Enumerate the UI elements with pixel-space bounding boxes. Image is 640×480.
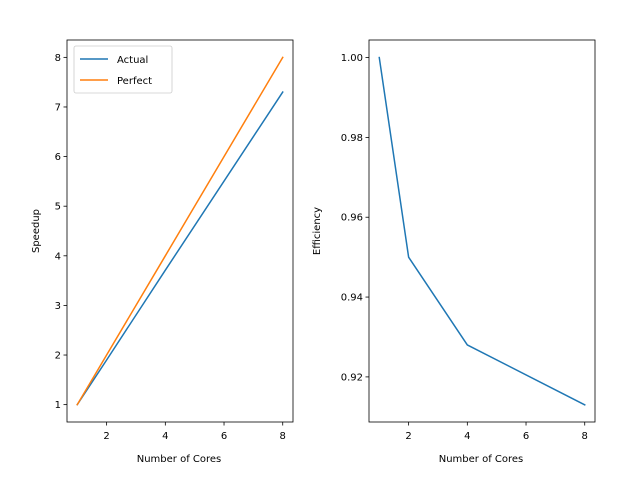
- speedup-series-line-perfect: [76, 56, 284, 406]
- speedup-ticks: 2 4 6 8 1 2 3 4 5 6 7 8: [55, 53, 286, 442]
- legend-box: [73, 45, 173, 94]
- efficiency-x-tick-label: 6: [523, 431, 529, 442]
- efficiency-lines: [378, 56, 586, 406]
- legend-label-actual: Actual: [117, 55, 148, 66]
- speedup-y-tick-label: 2: [55, 351, 61, 362]
- efficiency-x-tick-label: 8: [582, 431, 588, 442]
- efficiency-y-tick-label: 0.98: [341, 133, 363, 144]
- legend: Actual Perfect: [73, 45, 173, 94]
- speedup-y-tick-label: 5: [55, 202, 61, 213]
- speedup-y-tick-label: 4: [55, 251, 61, 262]
- speedup-series-line-actual: [76, 91, 284, 406]
- efficiency-y-tick-label: 0.92: [341, 372, 363, 383]
- speedup-y-tick-label: 7: [55, 102, 61, 113]
- efficiency-y-axis-label: Efficiency: [312, 207, 323, 255]
- speedup-y-axis-label: Speedup: [31, 209, 42, 253]
- efficiency-ticks: 2 4 6 8 0.92 0.94 0.96 0.98 1.00: [341, 53, 588, 442]
- efficiency-series-line-efficiency: [378, 56, 586, 406]
- speedup-x-tick-label: 4: [162, 431, 168, 442]
- speedup-x-tick-label: 8: [280, 431, 286, 442]
- efficiency-x-tick-label: 4: [464, 431, 470, 442]
- efficiency-x-tick-label: 2: [405, 431, 411, 442]
- speedup-x-axis-label: Number of Cores: [137, 454, 222, 465]
- speedup-x-tick-label: 2: [103, 431, 109, 442]
- speedup-y-tick-label: 8: [55, 53, 61, 64]
- speedup-lines: [76, 56, 284, 406]
- efficiency-y-tick-label: 0.94: [341, 293, 363, 304]
- speedup-axes-frame: [66, 39, 294, 423]
- speedup-chart: 2 4 6 8 1 2 3 4 5 6 7 8 Number of Cores Speedup Act…: [31, 39, 294, 465]
- efficiency-y-tick-label: 0.96: [341, 213, 363, 224]
- legend-label-perfect: Perfect: [117, 76, 152, 87]
- speedup-y-tick-label: 3: [55, 301, 61, 312]
- efficiency-chart: 2 4 6 8 0.92 0.94 0.96 0.98 1.00 Number of Cores…: [312, 39, 596, 465]
- speedup-y-tick-label: 1: [55, 400, 61, 411]
- efficiency-y-tick-label: 1.00: [341, 53, 363, 64]
- speedup-x-tick-label: 6: [221, 431, 227, 442]
- efficiency-x-axis-label: Number of Cores: [439, 454, 524, 465]
- speedup-y-tick-label: 6: [55, 152, 61, 163]
- efficiency-axes-frame: [368, 39, 596, 423]
